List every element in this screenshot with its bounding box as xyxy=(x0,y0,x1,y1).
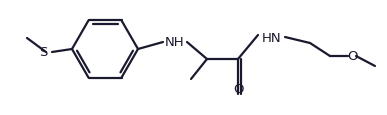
Text: O: O xyxy=(347,50,357,63)
Text: O: O xyxy=(234,83,244,96)
Text: HN: HN xyxy=(262,31,282,44)
Text: NH: NH xyxy=(165,36,185,49)
Text: S: S xyxy=(39,46,47,59)
